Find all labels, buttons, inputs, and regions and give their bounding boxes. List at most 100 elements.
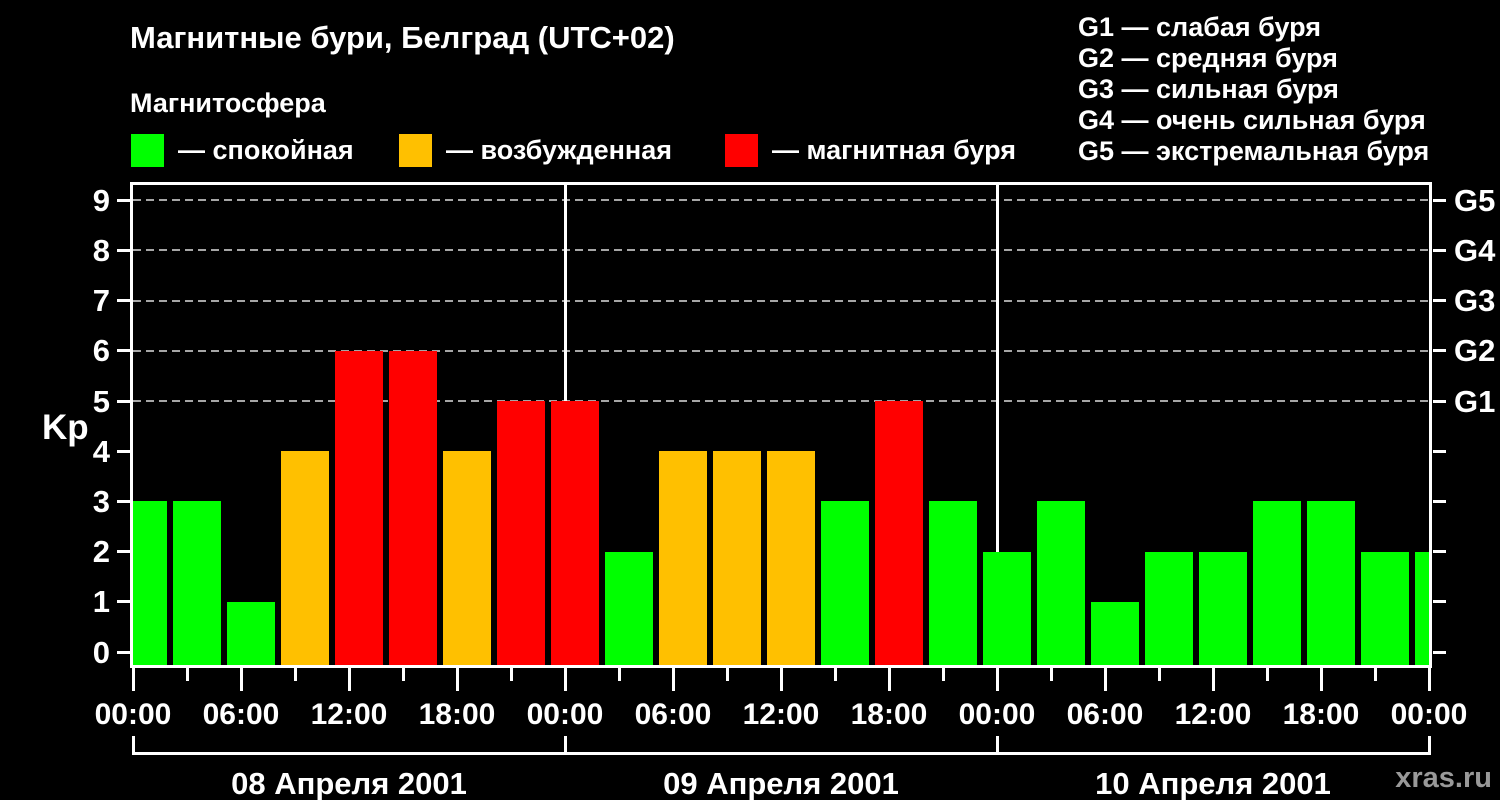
- kp-bar: [1144, 551, 1193, 665]
- g4-scale-line: G4 — очень сильная буря: [1078, 105, 1426, 135]
- legend-label-active: — возбужденная: [446, 135, 672, 165]
- kp-bar: [133, 501, 168, 665]
- g5-scale-line: G5 — экстремальная буря: [1078, 136, 1430, 166]
- g-level-label: G2: [1454, 333, 1496, 369]
- y-axis-tick-left: [117, 349, 130, 353]
- y-axis-label: 8: [92, 232, 110, 268]
- y-axis-label: 4: [92, 433, 110, 469]
- x-axis-tick: [1157, 668, 1161, 681]
- x-axis-tick: [401, 668, 405, 681]
- time-label: 00:00: [526, 698, 604, 731]
- x-axis-tick: [1427, 668, 1431, 691]
- x-axis-tick: [1319, 668, 1323, 691]
- y-axis-tick-left: [117, 650, 130, 654]
- x-axis-tick: [617, 668, 621, 681]
- time-label: 12:00: [1174, 698, 1252, 731]
- kp-bar: [1360, 551, 1409, 665]
- day-bracket-end: [563, 736, 567, 755]
- day-bracket: [133, 752, 565, 755]
- x-axis-tick: [131, 668, 135, 691]
- day-bracket: [997, 752, 1429, 755]
- y-axis-label: 0: [92, 634, 110, 670]
- y-axis-label: 3: [92, 483, 110, 519]
- legend-item-storm: — магнитная буря: [725, 133, 1016, 167]
- x-axis-tick: [671, 668, 675, 691]
- time-label: 00:00: [94, 698, 172, 731]
- kp-bar: [1090, 601, 1139, 665]
- y-axis-label: 9: [92, 182, 110, 218]
- kp-bar: [604, 551, 653, 665]
- quiet-color-swatch: [131, 133, 164, 167]
- y-axis-tick-left: [117, 198, 130, 202]
- day-boundary-line: [995, 185, 999, 665]
- storm-color-swatch: [725, 133, 758, 167]
- g-level-label: G5: [1454, 182, 1496, 218]
- y-axis-tick-right: [1433, 399, 1446, 403]
- x-axis-tick: [887, 668, 891, 691]
- x-axis-tick: [1103, 668, 1107, 691]
- x-axis-tick: [725, 668, 729, 681]
- y-axis-tick-right: [1433, 299, 1446, 303]
- page-title: Магнитные бури, Белград (UTC+02): [130, 20, 675, 55]
- kp-bar: [550, 401, 599, 665]
- time-label: 00:00: [958, 698, 1036, 731]
- x-axis-tick: [1049, 668, 1053, 681]
- kp-bar: [334, 350, 383, 665]
- kp-gridline: [133, 199, 1429, 202]
- time-label: 18:00: [850, 698, 928, 731]
- kp-bar: [388, 350, 437, 665]
- x-axis-tick: [185, 668, 189, 681]
- legend-label-storm: — магнитная буря: [772, 135, 1016, 165]
- time-label: 00:00: [1390, 698, 1468, 731]
- kp-bar: [658, 451, 707, 665]
- y-axis-label: 6: [92, 333, 110, 369]
- magnetosphere-subtitle: Магнитосфера: [130, 88, 326, 118]
- kp-bar: [496, 401, 545, 665]
- kp-bar: [442, 451, 491, 665]
- x-axis-tick: [563, 668, 567, 691]
- y-axis-tick-right: [1433, 349, 1446, 353]
- g-level-label: G1: [1454, 383, 1496, 419]
- time-label: 12:00: [742, 698, 820, 731]
- time-label: 18:00: [1282, 698, 1360, 731]
- kp-bar: [982, 551, 1031, 665]
- x-axis-tick: [347, 668, 351, 691]
- kp-bar: [280, 451, 329, 665]
- storm-scale-legend: G1 — слабая буря G2 — средняя буря G3 — …: [1078, 12, 1429, 167]
- kp-bar: [928, 501, 977, 665]
- time-label: 12:00: [310, 698, 388, 731]
- x-axis-tick: [455, 668, 459, 691]
- x-axis-tick: [1265, 668, 1269, 681]
- day-bracket: [565, 752, 997, 755]
- y-axis-label: 7: [92, 283, 110, 319]
- kp-gridline: [133, 299, 1429, 302]
- kp-bar: [1306, 501, 1355, 665]
- x-axis-tick: [1373, 668, 1377, 681]
- y-axis-tick-right: [1433, 550, 1446, 554]
- y-axis-label: 1: [92, 584, 110, 620]
- day-bracket-end: [131, 736, 135, 755]
- kp-bar: [712, 451, 761, 665]
- kp-gridline: [133, 249, 1429, 252]
- x-axis-tick: [239, 668, 243, 691]
- x-axis-tick: [995, 668, 999, 691]
- kp-bar: [1198, 551, 1247, 665]
- y-axis-tick-left: [117, 449, 130, 453]
- kp-bar: [1036, 501, 1085, 665]
- time-label: 06:00: [1066, 698, 1144, 731]
- y-axis-tick-right: [1433, 600, 1446, 604]
- time-label: 18:00: [418, 698, 496, 731]
- kp-gridline: [133, 400, 1429, 402]
- kp-bar: [766, 451, 815, 665]
- g2-scale-line: G2 — средняя буря: [1078, 43, 1338, 73]
- y-axis-tick-right: [1433, 650, 1446, 654]
- active-color-swatch: [399, 133, 432, 167]
- g-level-label: G3: [1454, 283, 1496, 319]
- y-axis-tick-left: [117, 550, 130, 554]
- y-axis-label: 2: [92, 534, 110, 570]
- time-label: 06:00: [202, 698, 280, 731]
- y-axis-tick-right: [1433, 248, 1446, 252]
- y-axis-tick-left: [117, 248, 130, 252]
- legend-item-quiet: — спокойная: [131, 133, 354, 167]
